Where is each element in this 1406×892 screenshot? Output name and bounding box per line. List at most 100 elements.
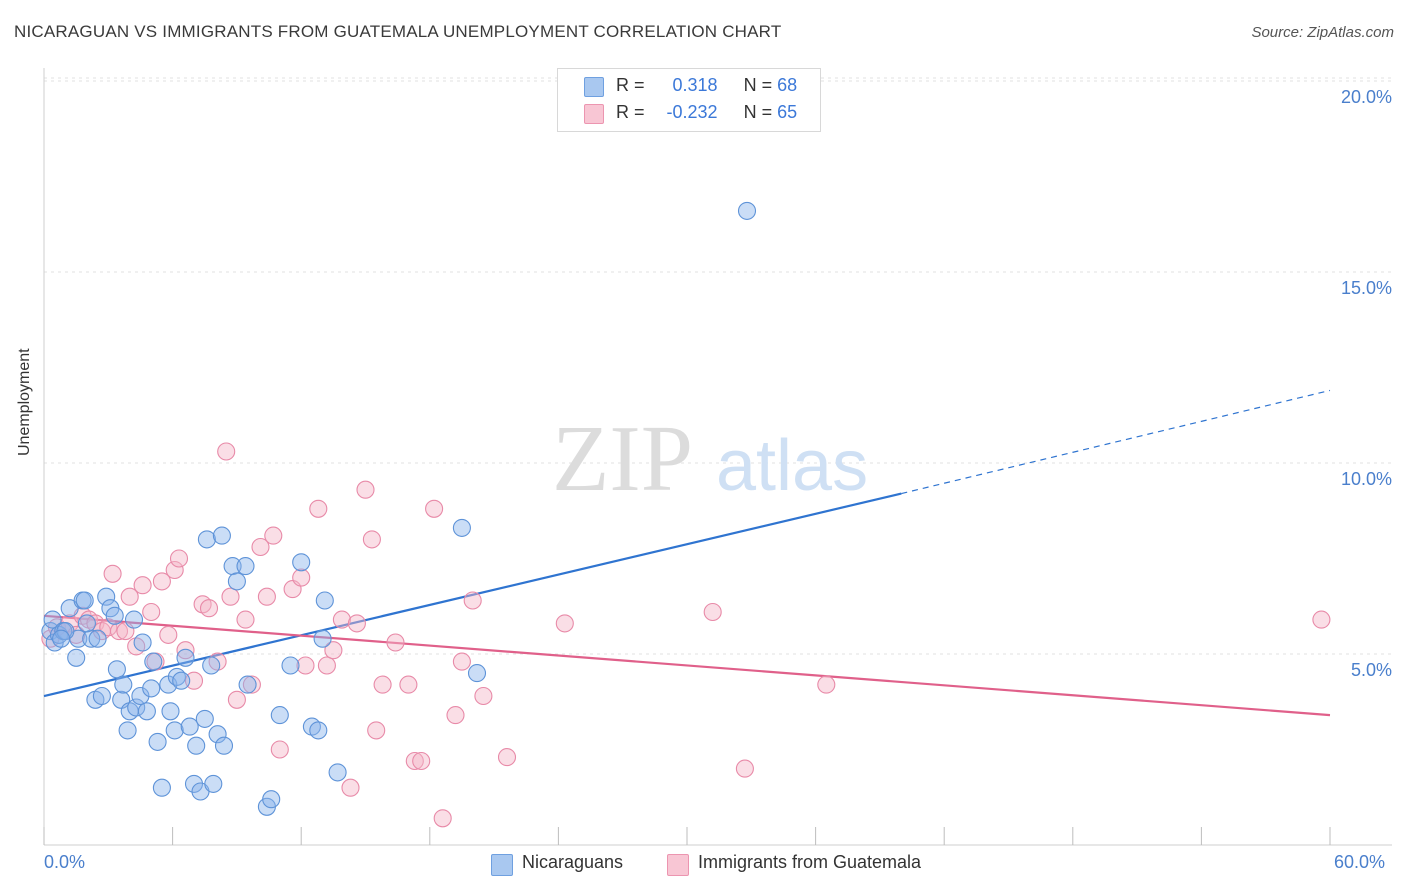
point-guatemala — [405, 751, 424, 771]
point-nicaraguans — [292, 553, 311, 572]
n-value: 65 — [777, 102, 798, 122]
r-value: -0.232 — [666, 102, 718, 122]
source-label: Source: ZipAtlas.com — [1251, 24, 1394, 41]
point-guatemala — [221, 587, 240, 606]
point-nicaraguans — [197, 530, 216, 549]
point-nicaraguans — [97, 587, 116, 606]
stats-swatch-nicaraguans — [584, 77, 604, 97]
point-guatemala — [356, 480, 375, 499]
point-guatemala — [169, 549, 189, 568]
point-nicaraguans — [238, 675, 257, 694]
watermark-atlas: atlas — [716, 426, 868, 506]
point-guatemala — [99, 618, 118, 637]
point-guatemala — [347, 614, 366, 633]
point-nicaraguans — [281, 656, 300, 675]
point-nicaraguans — [262, 790, 281, 809]
y-tick-label-5: 5.0% — [1350, 660, 1392, 680]
point-guatemala — [270, 740, 289, 759]
watermark-zip: ZIP — [552, 407, 693, 511]
point-guatemala — [433, 809, 452, 828]
point-nicaraguans — [737, 201, 757, 220]
chart-title: NICARAGUAN VS IMMIGRANTS FROM GUATEMALA … — [14, 22, 782, 41]
n-label: N = — [743, 75, 773, 95]
point-guatemala — [412, 751, 431, 771]
legend-swatch-nicaraguans — [491, 854, 513, 876]
trend-line-nicaraguans-extension — [901, 389, 1331, 495]
stats-row-guatemala: R = -0.232 N = 65 — [616, 102, 797, 128]
point-guatemala — [103, 564, 122, 583]
n-value: 68 — [777, 75, 798, 95]
axes — [43, 68, 1392, 846]
point-nicaraguans — [184, 774, 204, 793]
stats-row-nicaraguans: R = 0.318 N = 68 — [616, 75, 797, 101]
point-guatemala — [425, 499, 444, 518]
data-points — [41, 201, 1331, 828]
legend-label-guatemala: Immigrants from Guatemala — [698, 852, 922, 872]
point-guatemala — [142, 602, 161, 622]
point-nicaraguans — [270, 706, 289, 725]
point-guatemala — [296, 656, 315, 675]
point-nicaraguans — [309, 721, 328, 740]
point-guatemala — [386, 633, 405, 652]
point-guatemala — [176, 641, 195, 660]
y-tick-label-15: 15.0% — [1340, 278, 1392, 298]
point-guatemala — [133, 576, 152, 595]
point-guatemala — [373, 675, 392, 694]
point-nicaraguans — [41, 622, 60, 641]
point-nicaraguans — [148, 732, 167, 751]
point-guatemala — [184, 671, 204, 690]
point-nicaraguans — [328, 763, 347, 782]
point-nicaraguans — [131, 686, 150, 706]
point-guatemala — [251, 537, 270, 557]
point-nicaraguans — [107, 660, 126, 679]
y-axis-label: Unemployment — [16, 348, 33, 456]
point-nicaraguans — [202, 656, 221, 675]
watermark: ZIP atlas — [552, 407, 868, 511]
point-guatemala — [165, 560, 184, 580]
point-guatemala — [332, 610, 351, 629]
r-value: 0.318 — [672, 75, 718, 95]
point-nicaraguans — [204, 774, 223, 793]
point-nicaraguans — [127, 698, 146, 717]
trend-line-nicaraguans — [43, 492, 902, 698]
point-nicaraguans — [227, 572, 246, 591]
point-nicaraguans — [133, 633, 152, 652]
point-guatemala — [292, 568, 311, 587]
point-nicaraguans — [88, 629, 107, 648]
point-nicaraguans — [165, 721, 184, 740]
point-guatemala — [1312, 610, 1331, 629]
point-guatemala — [555, 614, 574, 633]
point-nicaraguans — [452, 518, 471, 537]
point-nicaraguans — [144, 652, 163, 671]
point-nicaraguans — [212, 526, 231, 545]
point-nicaraguans — [313, 629, 332, 648]
x-tick-label-min: 0.0% — [44, 852, 86, 872]
trend-line-guatemala — [43, 614, 1331, 717]
point-nicaraguans — [176, 648, 195, 667]
point-nicaraguans — [467, 664, 487, 683]
point-guatemala — [367, 721, 386, 740]
point-guatemala — [317, 656, 336, 675]
point-guatemala — [324, 641, 343, 660]
point-nicaraguans — [118, 721, 137, 740]
point-nicaraguans — [152, 778, 171, 797]
point-nicaraguans — [137, 702, 156, 721]
stats-swatch-guatemala — [584, 104, 604, 124]
point-nicaraguans — [124, 610, 144, 629]
x-tick-label-max: 60.0% — [1334, 852, 1386, 872]
point-guatemala — [446, 706, 465, 725]
point-nicaraguans — [43, 610, 62, 629]
point-guatemala — [152, 572, 171, 591]
point-guatemala — [452, 652, 471, 671]
point-nicaraguans — [236, 557, 255, 576]
point-guatemala — [199, 599, 219, 618]
correlation-stats-box: R = 0.318 N = 68 R = -0.232 N = 65 — [557, 68, 821, 132]
point-nicaraguans — [161, 702, 180, 721]
legend-swatch-guatemala — [667, 854, 689, 876]
point-guatemala — [703, 602, 722, 622]
point-guatemala — [735, 759, 754, 778]
point-nicaraguans — [67, 648, 86, 667]
point-guatemala — [474, 686, 493, 706]
point-nicaraguans — [187, 736, 206, 755]
r-label: R = — [616, 75, 645, 95]
